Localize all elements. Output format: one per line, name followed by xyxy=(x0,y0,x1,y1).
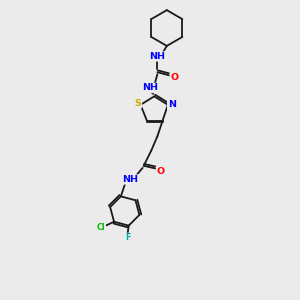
Text: NH: NH xyxy=(142,83,158,92)
Text: F: F xyxy=(125,233,130,242)
Text: Cl: Cl xyxy=(97,223,105,232)
Text: S: S xyxy=(135,99,141,108)
Text: NH: NH xyxy=(149,52,165,61)
Text: N: N xyxy=(168,100,176,109)
Text: O: O xyxy=(170,73,178,82)
Text: O: O xyxy=(157,167,165,176)
Text: NH: NH xyxy=(122,175,138,184)
